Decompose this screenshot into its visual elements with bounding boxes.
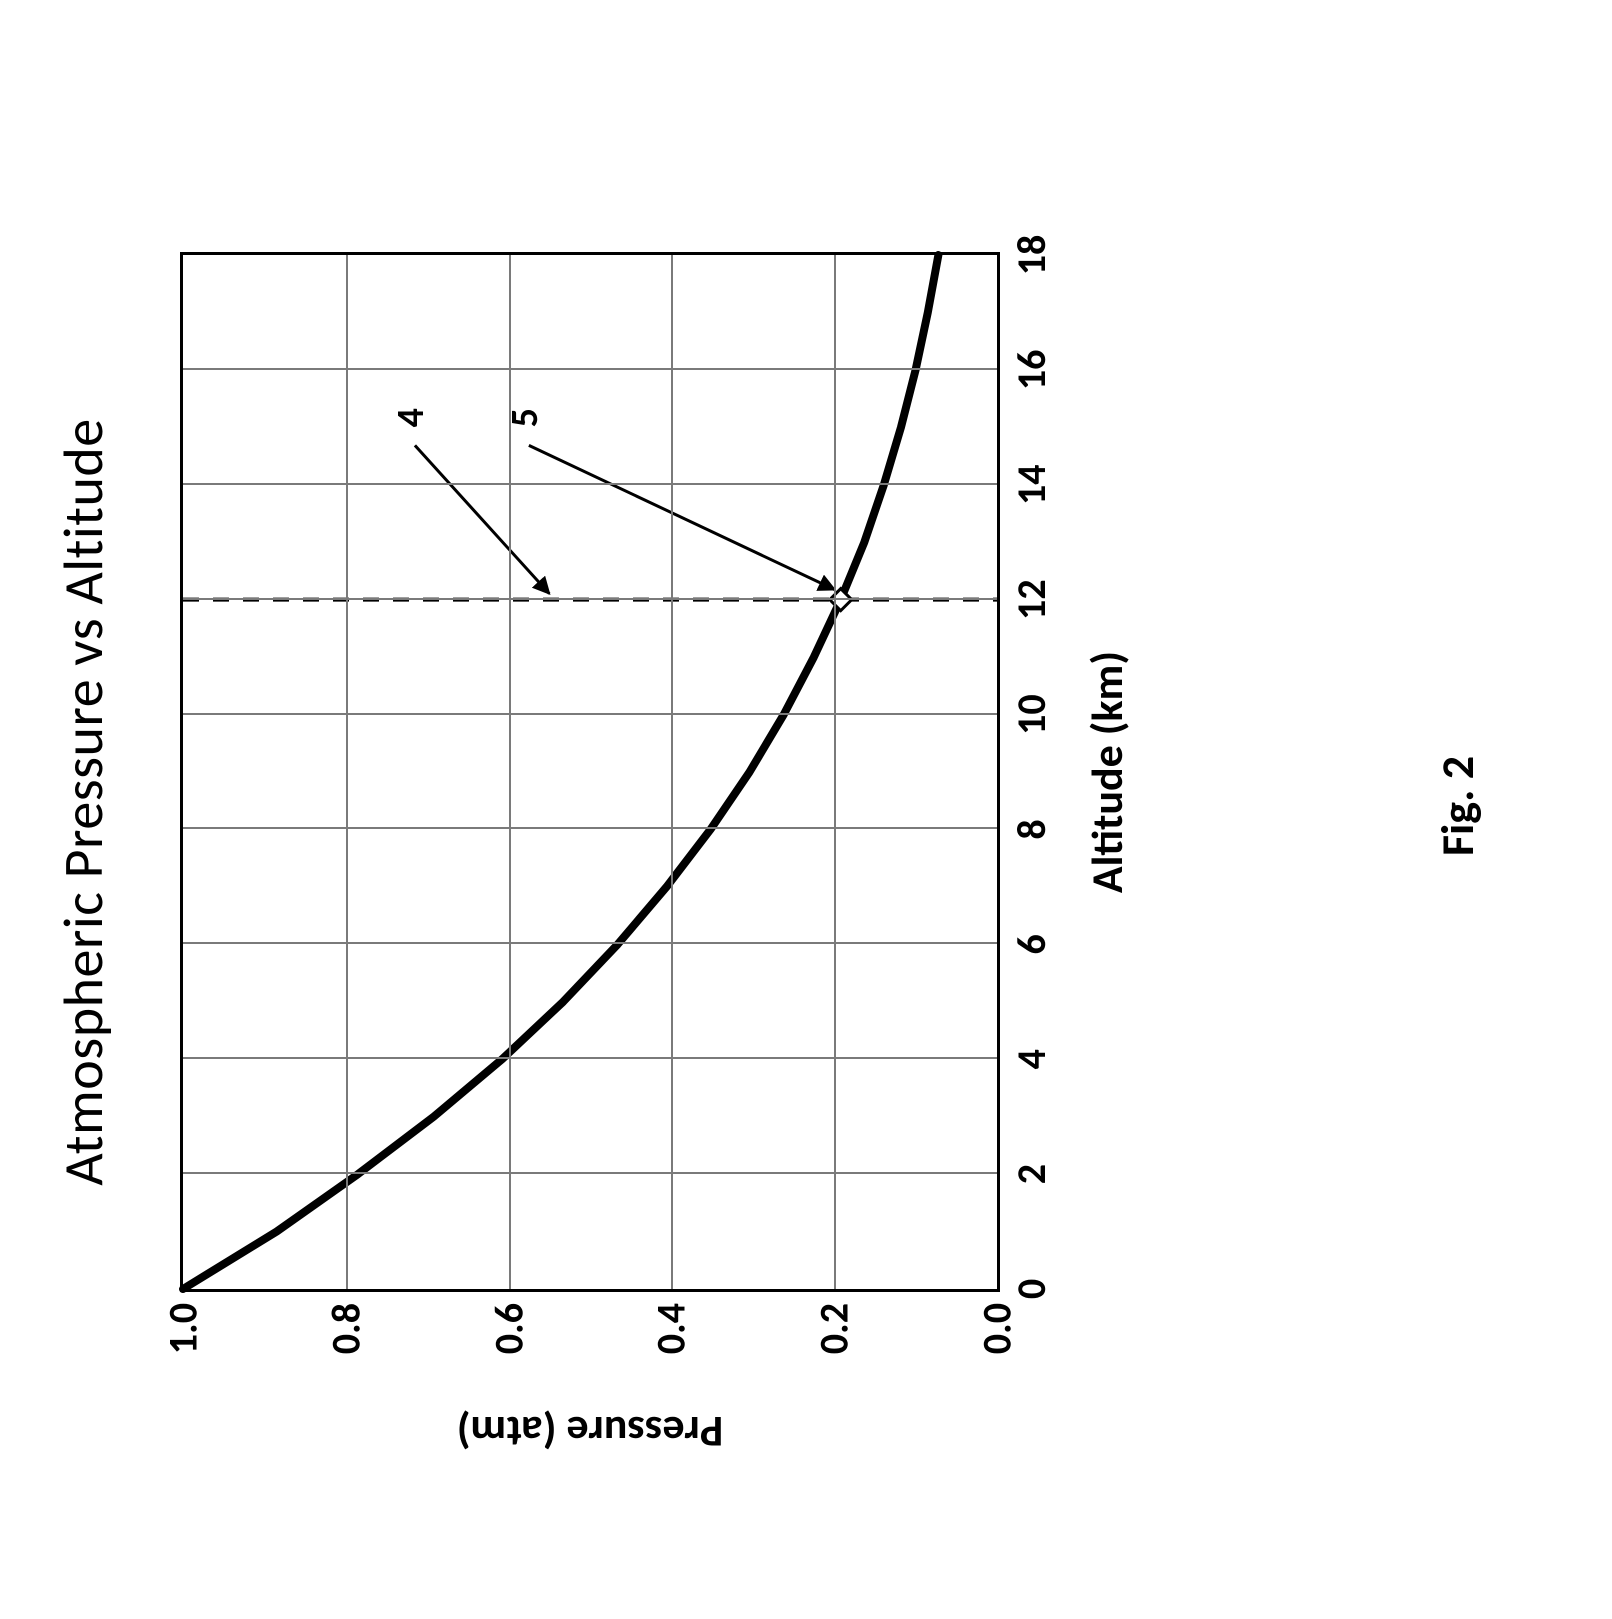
grid-line-horizontal: [671, 255, 673, 1289]
grid-line-vertical: [183, 713, 997, 715]
grid-line-vertical: [183, 942, 997, 944]
y-tick-label: 0.2: [810, 1303, 859, 1354]
x-tick-label: 18: [1007, 235, 1056, 276]
chart-container: Atmospheric Pressure vs Altitude Pressur…: [140, 152, 1240, 1452]
grid-line-vertical: [183, 827, 997, 829]
grid-line-vertical: [183, 1172, 997, 1174]
y-tick-label: 0.4: [647, 1303, 696, 1354]
figure-caption: Fig. 2: [1430, 0, 1486, 1612]
x-axis-label: Altitude (km): [1080, 252, 1134, 1292]
grid-line-horizontal: [834, 255, 836, 1289]
grid-line-vertical: [183, 483, 997, 485]
grid-line-vertical: [183, 368, 997, 370]
callout-arrow: [529, 445, 835, 589]
rotated-stage: Atmospheric Pressure vs Altitude Pressur…: [0, 0, 1612, 1612]
grid-line-vertical: [183, 1057, 997, 1059]
y-tick-label: 0.6: [484, 1303, 533, 1354]
grid-line-horizontal: [346, 255, 348, 1289]
plot-area: 45 0246810121416180.00.20.40.60.81.0: [180, 252, 1000, 1292]
x-tick-label: 8: [1007, 819, 1056, 839]
y-tick-label: 0.8: [321, 1303, 370, 1354]
callout-arrow: [415, 445, 549, 593]
x-tick-label: 14: [1007, 465, 1056, 506]
chart-title: Atmospheric Pressure vs Altitude: [50, 152, 118, 1452]
y-tick-label: 0.0: [973, 1303, 1022, 1354]
x-tick-label: 6: [1007, 934, 1056, 954]
x-tick-label: 10: [1007, 694, 1056, 735]
chart-svg: 45: [183, 255, 997, 1289]
grid-line-horizontal: [509, 255, 511, 1289]
x-tick-label: 2: [1007, 1164, 1056, 1184]
grid-line-vertical: [183, 598, 997, 600]
x-tick-label: 12: [1007, 579, 1056, 620]
callout-label: 4: [388, 408, 434, 427]
x-tick-label: 16: [1007, 350, 1056, 391]
y-tick-label: 1.0: [159, 1303, 208, 1354]
y-axis-label: Pressure (atm): [457, 1405, 723, 1459]
x-tick-label: 4: [1007, 1049, 1056, 1069]
pressure-curve: [183, 255, 938, 1289]
x-tick-label: 0: [1007, 1279, 1056, 1299]
